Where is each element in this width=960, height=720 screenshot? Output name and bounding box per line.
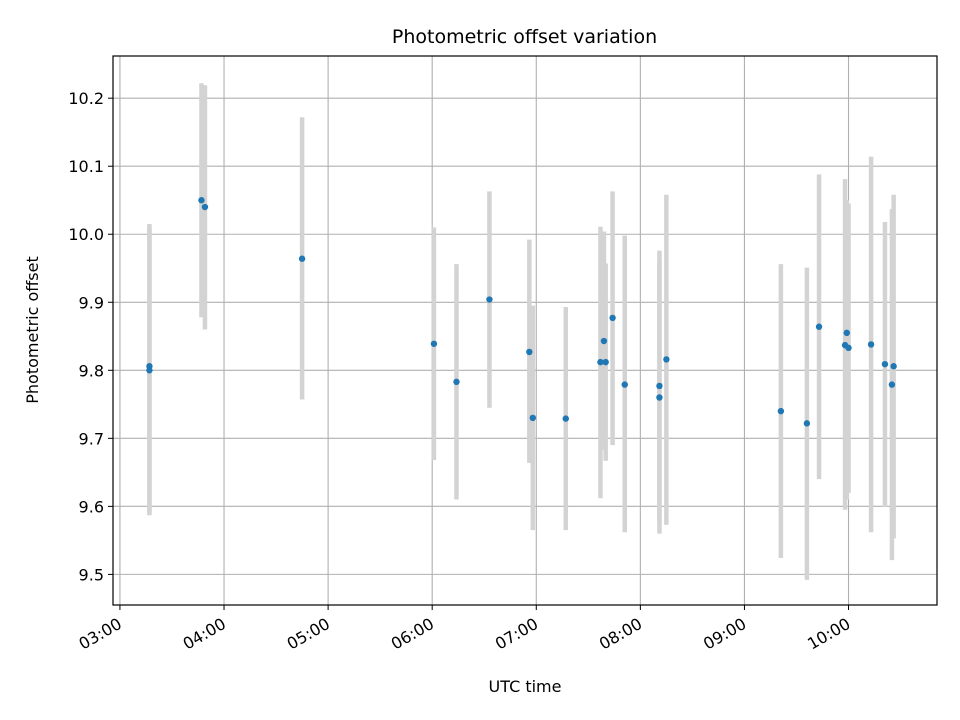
y-tick-label: 9.9 xyxy=(79,293,104,312)
data-point xyxy=(815,323,823,330)
data-point xyxy=(146,363,153,370)
y-tick-label: 9.7 xyxy=(79,429,104,448)
data-point xyxy=(453,378,460,386)
data-point xyxy=(656,394,663,401)
y-tick-label: 9.8 xyxy=(79,361,104,380)
data-point xyxy=(890,363,897,370)
y-tick-label: 10.0 xyxy=(68,225,104,244)
chart-title: Photometric offset variation xyxy=(392,26,657,48)
data-point xyxy=(777,407,785,415)
point-layer xyxy=(146,197,897,427)
data-point xyxy=(845,344,852,352)
y-tick-label: 9.6 xyxy=(79,497,104,516)
data-point xyxy=(656,382,663,390)
plot-area-frame xyxy=(112,55,938,606)
y-tick-label: 9.5 xyxy=(79,565,104,584)
grid-layer xyxy=(113,56,937,605)
y-tick-label: 10.1 xyxy=(68,157,104,176)
data-point xyxy=(298,255,306,262)
data-point xyxy=(803,420,811,427)
x-axis-label: UTC time xyxy=(489,677,562,696)
data-point xyxy=(602,358,609,366)
data-point xyxy=(486,296,493,303)
data-point xyxy=(526,348,533,356)
data-point xyxy=(600,337,608,345)
data-point xyxy=(201,203,209,211)
data-point xyxy=(621,381,628,388)
data-point xyxy=(597,358,604,366)
data-point xyxy=(888,381,896,388)
data-point xyxy=(562,415,569,422)
data-point xyxy=(609,314,616,322)
data-point xyxy=(198,197,205,204)
y-axis-label: Photometric offset xyxy=(23,256,42,404)
data-point xyxy=(843,329,850,337)
data-point xyxy=(881,360,889,368)
data-point xyxy=(430,340,438,347)
data-point xyxy=(529,414,537,422)
y-tick-label: 10.2 xyxy=(68,89,104,108)
data-point xyxy=(663,356,670,363)
data-point xyxy=(867,341,875,348)
